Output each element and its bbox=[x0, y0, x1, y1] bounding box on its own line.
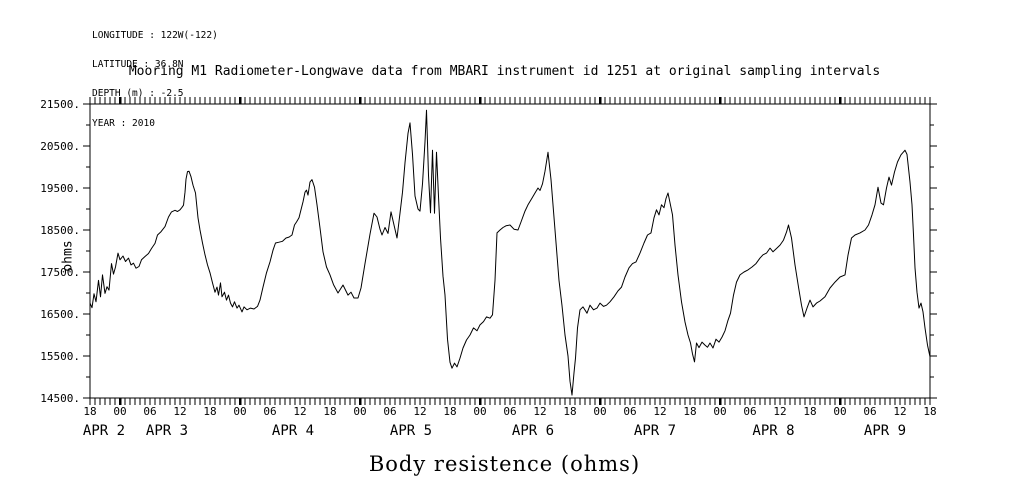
hour-tick-labels: 18 00 06 12 18 00 06 12 18 00 06 12 18 00 06 12 18 00 06 12… bbox=[83, 405, 936, 418]
y-ticks bbox=[83, 103, 937, 399]
hour-tick-label: 18 bbox=[203, 405, 216, 418]
hour-tick-label: 12 bbox=[773, 405, 786, 418]
hour-tick-label: 18 bbox=[923, 405, 936, 418]
metadata-block: LONGITUDE : 122W(-122) LATITUDE : 36.8N … bbox=[92, 11, 218, 148]
date-labels: APR 2 APR 3 APR 4 APR 5 APR 6 APR 7 APR 8 APR 9 bbox=[83, 423, 906, 439]
date-label: APR 6 bbox=[512, 423, 554, 439]
metadata-latitude: LATITUDE : 36.8N bbox=[92, 58, 184, 70]
hour-tick-label: 18 bbox=[443, 405, 456, 418]
hour-tick-label: 12 bbox=[533, 405, 546, 418]
y-tick-labels: 14500. 15500. 16500. 17500. 18500. 19500. 2050… bbox=[40, 98, 80, 405]
metadata-longitude: LONGITUDE : 122W(-122) bbox=[92, 29, 218, 41]
hour-tick-label: 18 bbox=[83, 405, 96, 418]
hour-tick-label: 06 bbox=[743, 405, 756, 418]
hour-tick-label: 18 bbox=[683, 405, 696, 418]
hour-tick-label: 12 bbox=[893, 405, 906, 418]
plot-box bbox=[89, 103, 931, 399]
hour-tick-label: 00 bbox=[113, 405, 126, 418]
hour-tick-label: 06 bbox=[383, 405, 396, 418]
hour-tick-label: 06 bbox=[143, 405, 156, 418]
y-tick-label: 19500. bbox=[40, 182, 80, 195]
hour-tick-label: 18 bbox=[803, 405, 816, 418]
y-tick-label: 21500. bbox=[40, 98, 80, 111]
y-tick-label: 18500. bbox=[40, 224, 80, 237]
hour-tick-label: 12 bbox=[653, 405, 666, 418]
chart-title: Mooring M1 Radiometer-Longwave data from… bbox=[128, 64, 881, 79]
hour-tick-label: 00 bbox=[353, 405, 366, 418]
hour-tick-label: 00 bbox=[473, 405, 486, 418]
date-label: APR 9 bbox=[864, 423, 906, 439]
metadata-depth: DEPTH (m) : -2.5 bbox=[92, 88, 184, 100]
metadata-year: YEAR : 2010 bbox=[92, 117, 155, 129]
date-label: APR 3 bbox=[146, 423, 188, 439]
data-line bbox=[89, 109, 931, 396]
hour-tick-label: 12 bbox=[293, 405, 306, 418]
date-label: APR 2 bbox=[83, 423, 125, 439]
hour-tick-label: 00 bbox=[833, 405, 846, 418]
date-label: APR 5 bbox=[390, 423, 432, 439]
y-tick-label: 14500. bbox=[40, 392, 80, 405]
y-tick-label: 16500. bbox=[40, 308, 80, 321]
hour-tick-label: 18 bbox=[323, 405, 336, 418]
date-label: APR 4 bbox=[272, 423, 314, 439]
date-label: APR 7 bbox=[634, 423, 676, 439]
x-ticks bbox=[89, 97, 931, 405]
date-label: APR 8 bbox=[752, 423, 794, 439]
hour-tick-label: 06 bbox=[623, 405, 636, 418]
hour-tick-label: 00 bbox=[593, 405, 606, 418]
hour-tick-label: 06 bbox=[863, 405, 876, 418]
hour-tick-label: 06 bbox=[263, 405, 276, 418]
y-tick-label: 17500. bbox=[40, 266, 80, 279]
hour-tick-label: 00 bbox=[233, 405, 246, 418]
y-tick-label: 20500. bbox=[40, 140, 80, 153]
hour-tick-label: 00 bbox=[713, 405, 726, 418]
x-axis-title: Body resistence (ohms) bbox=[368, 452, 641, 476]
hour-tick-label: 06 bbox=[503, 405, 516, 418]
hour-tick-label: 18 bbox=[563, 405, 576, 418]
y-tick-label: 15500. bbox=[40, 350, 80, 363]
hour-tick-label: 12 bbox=[173, 405, 186, 418]
hour-tick-label: 12 bbox=[413, 405, 426, 418]
